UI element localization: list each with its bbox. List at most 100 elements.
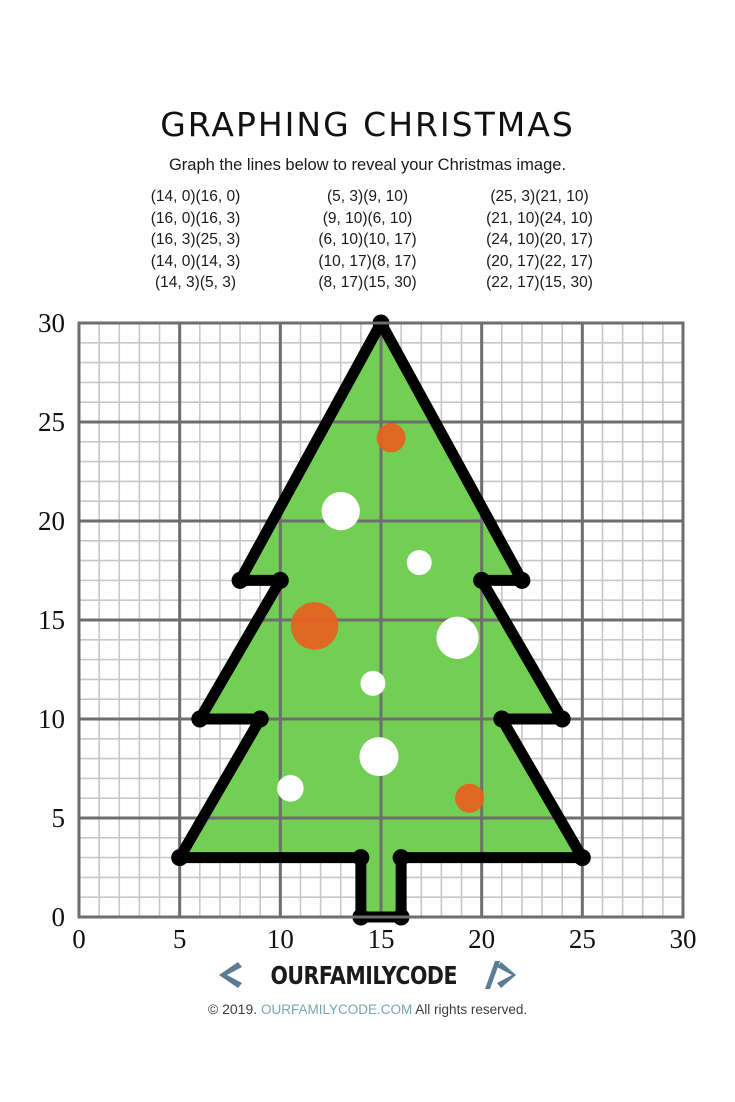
coordinate-to: (20, 17)	[539, 231, 593, 248]
coordinate-pair-row: (8, 17)(15, 30)	[282, 272, 454, 294]
tree-line-segment	[234, 317, 387, 586]
copyright-prefix: © 2019.	[207, 1001, 262, 1017]
coordinate-pair-row: (10, 17)(8, 17)	[282, 251, 454, 273]
coordinate-from: (10, 17)	[318, 252, 372, 270]
y-tick-label: 25	[38, 407, 65, 437]
x-tick-label: 15	[368, 924, 395, 954]
coordinate-from: (6, 10)	[318, 231, 364, 248]
vertex-dot	[573, 849, 591, 867]
tree-line-segment	[174, 713, 266, 864]
vertex-dot	[352, 849, 370, 867]
vertex-dot	[231, 571, 249, 589]
vertex-dot	[171, 849, 189, 867]
coordinate-from: (9, 10)	[322, 209, 368, 227]
coordinate-pair-row: (24, 10)(20, 17)	[454, 229, 626, 251]
page-title: GRAPHING CHRISTMAS	[160, 105, 575, 144]
copyright-suffix: All rights reserved.	[412, 1002, 528, 1017]
coordinate-to: (15, 30)	[363, 274, 417, 291]
ornament-white	[436, 616, 479, 659]
coordinate-to: (10, 17)	[363, 231, 417, 248]
coordinate-pair-row: (9, 10)(6, 10)	[282, 208, 454, 230]
coordinate-pair-row: (22, 17)(15, 30)	[454, 272, 626, 294]
coordinate-to: (24, 10)	[539, 209, 593, 227]
coordinate-column-2: (5, 3)(9, 10) (9, 10)(6, 10) (6, 10)(10, 1…	[282, 186, 454, 294]
coordinate-pair-row: (14, 0)(16, 0)	[110, 186, 282, 208]
coordinate-from: (14, 3)	[155, 274, 200, 291]
coordinate-from: (21, 10)	[486, 209, 540, 227]
coordinate-to: (21, 10)	[535, 188, 589, 205]
vertex-dot	[271, 571, 289, 589]
copyright-site-link[interactable]: OURFAMILYCODE.COM	[261, 1002, 413, 1017]
page-footer: OURFAMILYCODE © 2019. OURFAMILYCODE.COM …	[0, 958, 735, 1018]
coordinate-to: (5, 3)	[199, 274, 236, 291]
coordinate-from: (16, 0)	[150, 209, 196, 227]
coordinate-column-1: (14, 0)(16, 0) (16, 0)(16, 3) (16, 3)(25, …	[110, 186, 282, 294]
vertex-dot	[553, 710, 571, 728]
x-tick-label: 30	[670, 924, 697, 954]
vertex-dots	[171, 314, 591, 926]
y-tick-label: 15	[38, 605, 65, 635]
ornament-orange	[376, 423, 406, 453]
vertex-dot	[392, 849, 410, 867]
vertex-dot	[191, 710, 209, 728]
ornament-white	[406, 550, 432, 576]
tree-line-segment	[476, 574, 568, 725]
coordinate-pair-row: (20, 17)(22, 17)	[454, 251, 626, 273]
x-axis-tick-labels: 0 5 10 15 20 25 30	[72, 924, 696, 954]
coordinate-to: (9, 10)	[363, 188, 408, 205]
chevron-left-icon	[218, 962, 242, 988]
coordinate-to: (16, 0)	[195, 188, 241, 205]
x-tick-label: 10	[267, 924, 294, 954]
coordinate-pair-row: (21, 10)(24, 10)	[454, 208, 626, 230]
coordinate-to: (16, 3)	[195, 209, 241, 227]
y-tick-label: 10	[38, 704, 65, 734]
vertex-dot	[473, 571, 491, 589]
coordinate-column-3: (25, 3)(21, 10) (21, 10)(24, 10) (24, 10)(…	[454, 186, 626, 294]
y-tick-label: 20	[38, 506, 65, 536]
coordinate-pair-row: (16, 3)(25, 3)	[110, 229, 282, 251]
coordinate-from: (25, 3)	[490, 188, 536, 205]
coordinate-from: (14, 0)	[150, 252, 196, 270]
y-tick-label: 5	[52, 803, 66, 833]
coordinate-pair-row: (14, 3)(5, 3)	[110, 272, 282, 294]
ornaments-group	[277, 423, 485, 813]
page-subtitle: Graph the lines below to reveal your Chr…	[168, 156, 567, 174]
copyright-line: © 2019. OURFAMILYCODE.COM All rights res…	[0, 992, 735, 1017]
coordinate-from: (20, 17)	[486, 252, 540, 270]
ornament-white	[321, 491, 360, 531]
vertex-dot	[251, 710, 269, 728]
vertex-dot	[493, 710, 511, 728]
coordinate-from: (5, 3)	[327, 188, 364, 205]
coordinate-to: (6, 10)	[367, 209, 413, 227]
ornament-white	[360, 670, 386, 696]
tree-line-segment	[194, 574, 286, 725]
ornament-white	[359, 737, 399, 777]
y-tick-label: 0	[52, 902, 66, 932]
coordinate-pair-row: (5, 3)(9, 10)	[282, 186, 454, 208]
coordinate-from: (24, 10)	[486, 231, 540, 248]
coordinate-from: (14, 0)	[150, 188, 196, 205]
x-tick-label: 20	[468, 924, 495, 954]
coordinate-from: (22, 17)	[486, 274, 540, 291]
ourfamilycode-logo: OURFAMILYCODE	[0, 958, 735, 992]
coordinate-pair-row: (25, 3)(21, 10)	[454, 186, 626, 208]
graph-svg: 0 5 10 15 20 25 30 0 5 10 15 20 25 30	[38, 308, 697, 954]
coordinate-to: (8, 17)	[371, 252, 417, 270]
graph-border	[77, 321, 685, 919]
ornament-white	[277, 775, 304, 802]
coordinate-pair-row: (16, 0)(16, 3)	[110, 208, 282, 230]
slash-chevron-right-icon	[485, 961, 517, 989]
coordinate-from: (16, 3)	[150, 231, 196, 248]
coordinate-pair-lists: (14, 0)(16, 0) (16, 0)(16, 3) (16, 3)(25, …	[0, 186, 735, 294]
ornament-orange	[455, 783, 485, 813]
coordinate-from: (8, 17)	[318, 274, 364, 291]
y-axis-tick-labels: 0 5 10 15 20 25 30	[38, 308, 65, 932]
x-tick-label: 5	[173, 924, 187, 954]
x-tick-label: 25	[569, 924, 596, 954]
coordinate-pair-row: (14, 0)(14, 3)	[110, 251, 282, 273]
tree-line-segment	[375, 317, 528, 586]
logo-wordmark: OURFAMILYCODE	[270, 960, 457, 990]
y-tick-label: 30	[38, 308, 65, 338]
coordinate-to: (25, 3)	[195, 231, 241, 248]
